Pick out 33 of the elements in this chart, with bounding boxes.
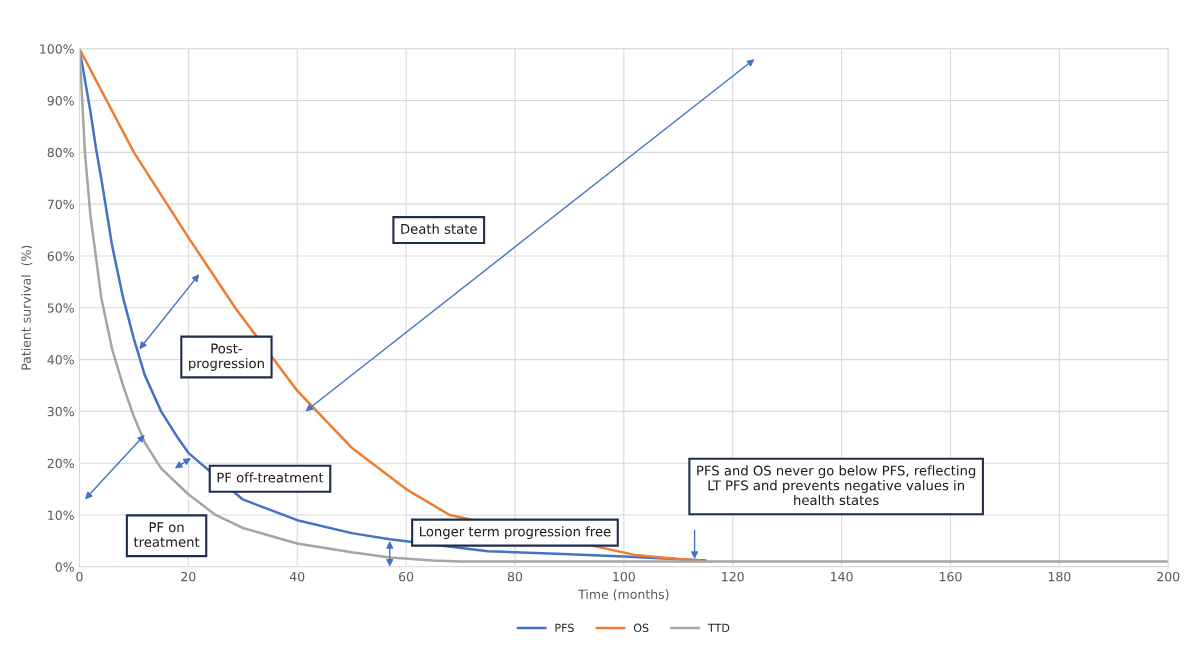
x-tick-label: 60	[399, 571, 414, 582]
y-tick-label: 80%	[47, 147, 74, 158]
y-tick-label: 10%	[48, 510, 74, 520]
annotation: PF off-treatment	[217, 472, 324, 483]
x-tick-label: 20	[181, 571, 196, 582]
legend-label: PFS	[555, 623, 574, 633]
legend-label: TTD	[707, 623, 730, 632]
x-tick-label: 160	[939, 571, 962, 582]
legend-label: OS	[633, 623, 649, 633]
annotation: PF on treatment	[133, 522, 200, 547]
x-axis-title: Time (months)	[578, 589, 669, 601]
annotation: Longer term progression free	[420, 526, 611, 539]
annotation: Death state	[401, 223, 477, 234]
y-tick-label: 100%	[40, 44, 74, 54]
y-tick-label: 40%	[47, 355, 74, 365]
x-tick-label: 200	[1157, 571, 1180, 582]
x-tick-label: 40	[289, 571, 305, 582]
x-tick-label: 120	[722, 571, 744, 582]
x-tick-label: 80	[507, 571, 523, 582]
y-tick-label: 60%	[47, 251, 74, 261]
annotation: Post- progression	[189, 343, 264, 371]
x-tick-label: 140	[831, 571, 853, 582]
y-tick-label: 50%	[47, 303, 74, 313]
y-axis-title: Patient survival (%)	[21, 245, 33, 370]
x-tick-label: 180	[1048, 571, 1071, 582]
annotation: PFS and OS never go below PFS, reflecting LT PFS and prevents negative values in health states	[697, 465, 976, 506]
x-tick-label: 100	[613, 571, 635, 582]
y-tick-label: 70%	[47, 199, 74, 210]
y-tick-label: 30%	[47, 406, 74, 417]
y-tick-label: 0%	[55, 562, 74, 572]
x-tick-label: 0	[76, 571, 83, 582]
y-tick-label: 90%	[47, 96, 74, 106]
y-tick-label: 20%	[47, 458, 74, 469]
